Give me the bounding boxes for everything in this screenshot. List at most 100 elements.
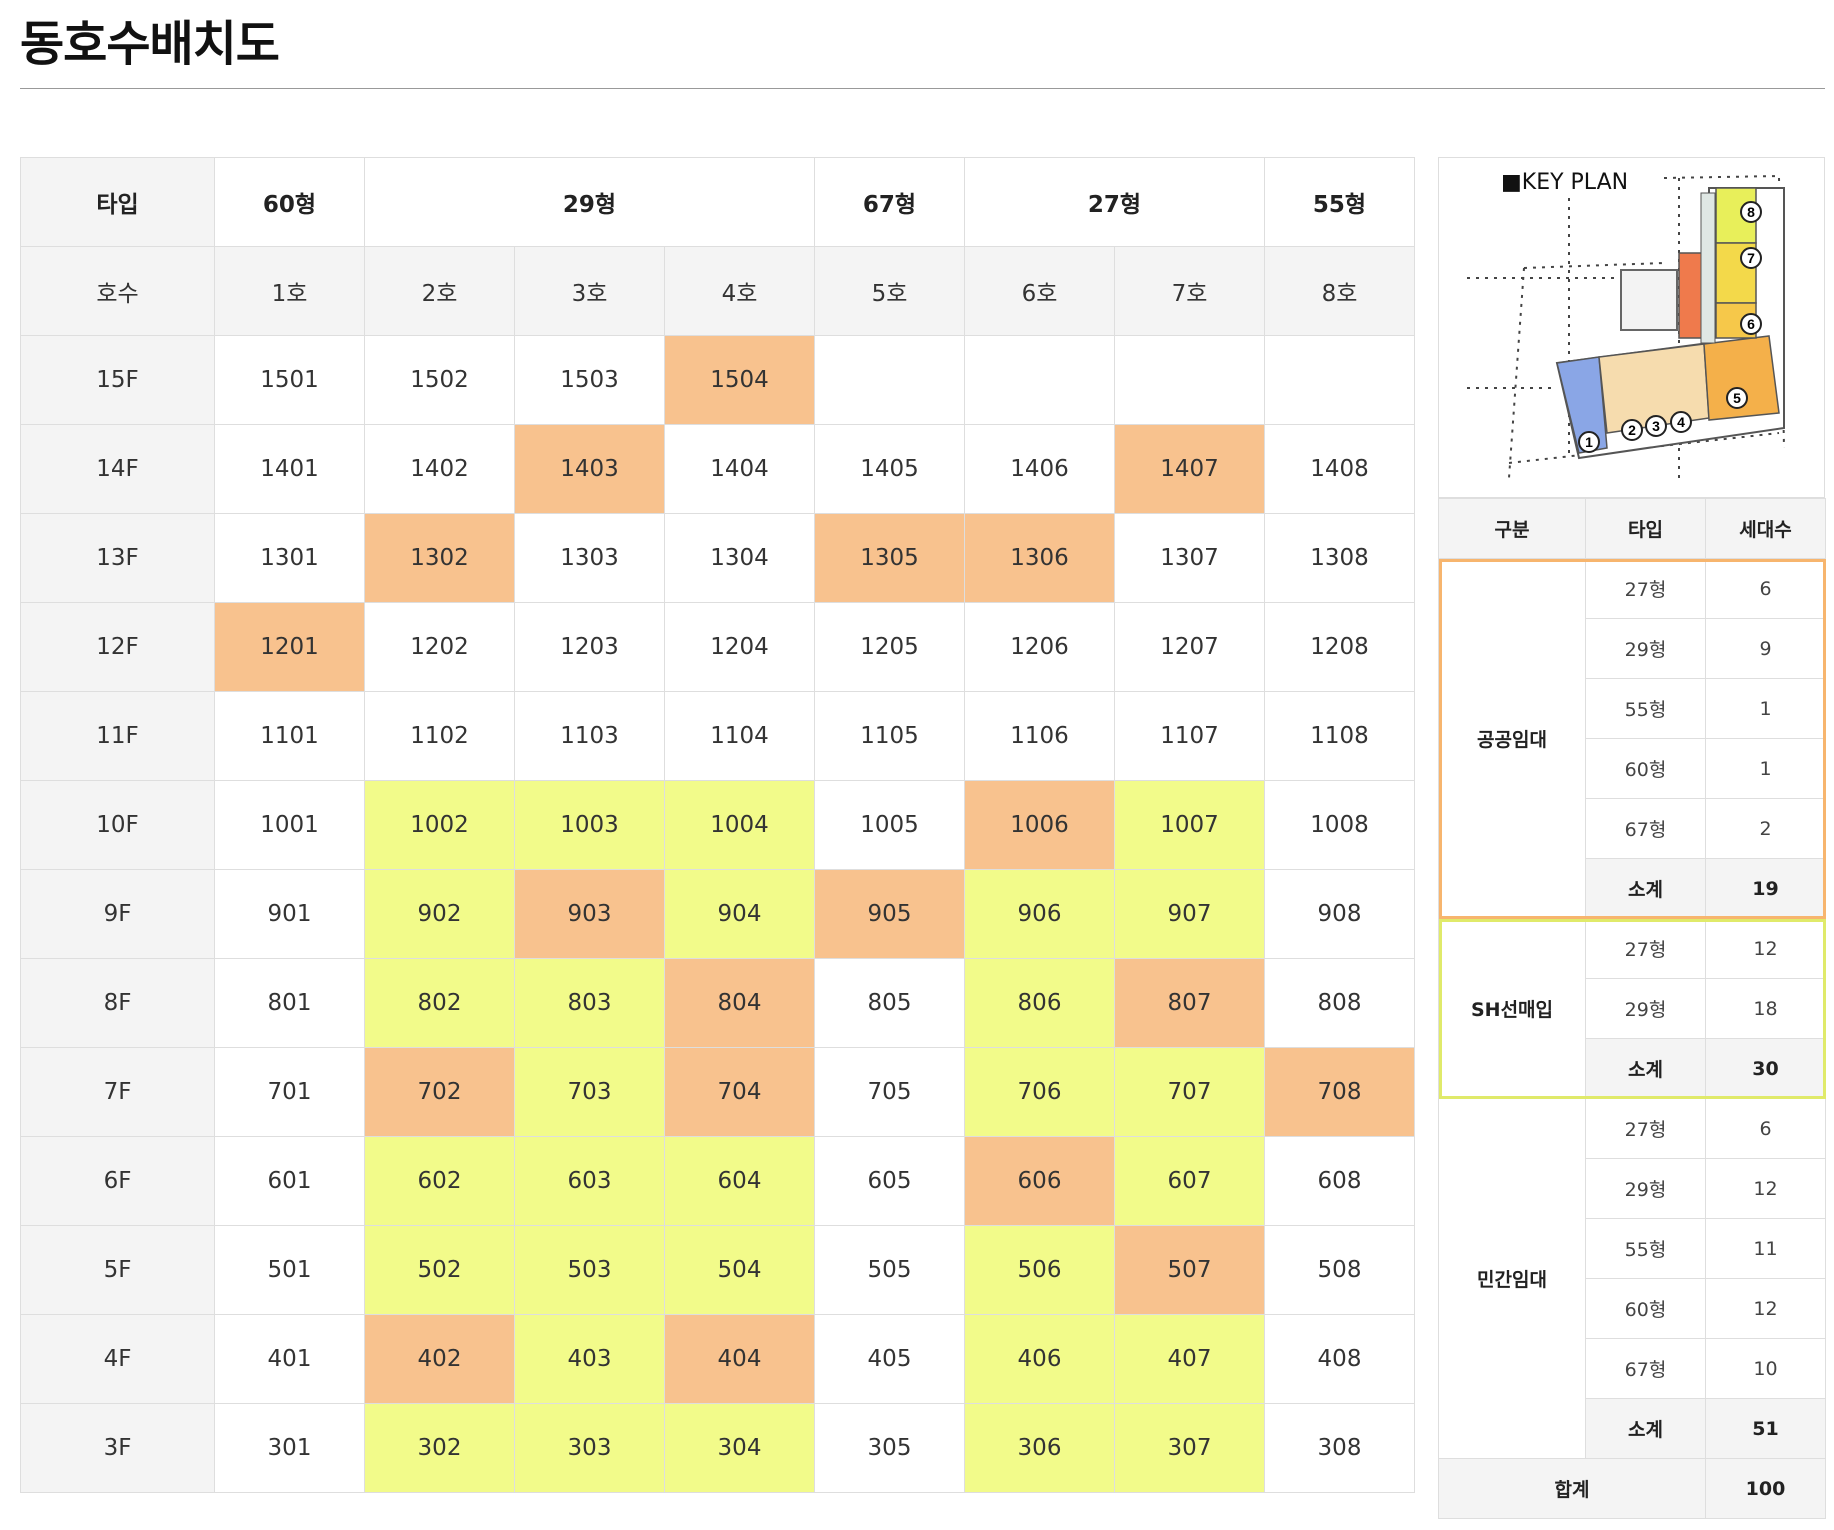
unit-cell: 1501 [214,335,365,425]
unit-cell [814,335,965,425]
unit-cell: 1001 [214,780,365,870]
summary-total-row: 합계 100 [1438,1458,1826,1519]
unit-cell: 1405 [814,424,965,514]
unit-header-row: 호수 1호 2호 3호 4호 5호 6호 7호 8호 [20,246,1415,336]
unit-cell: 1008 [1264,780,1415,870]
summary-count: 2 [1705,798,1826,859]
unit-cell: 506 [964,1225,1115,1315]
floor-label: 5F [20,1225,215,1315]
unit-cell: 1202 [364,602,515,692]
key-plan: 1 2 3 4 5 6 7 8 ■KEY PLAN [1438,157,1825,498]
unit-header: 5호 [814,246,965,336]
subtotal-value: 30 [1705,1038,1826,1099]
unit-cell: 708 [1264,1047,1415,1137]
unit-cell: 1003 [514,780,665,870]
unit-cell: 703 [514,1047,665,1137]
marker-5: 5 [1733,390,1741,406]
subtotal-label: 소계 [1585,1398,1706,1459]
summary-row: 55형 1 [1439,678,1826,739]
unit-cell: 303 [514,1403,665,1493]
unit-cell: 1204 [664,602,815,692]
floor-label: 9F [20,869,215,959]
side-panel: 1 2 3 4 5 6 7 8 ■KEY PLAN 구분 [1438,157,1826,1519]
summary-type: 27형 [1585,1098,1706,1159]
unit-cell: 1301 [214,513,365,603]
unit-cell: 607 [1114,1136,1265,1226]
summary-group-label: SH선매입 [1438,918,1586,1099]
unit-cell: 1102 [364,691,515,781]
floor-row: 13F 1301 1302 1303 1304 1305 1306 1307 1308 [20,513,1415,603]
unit-cell: 501 [214,1225,365,1315]
marker-2: 2 [1628,422,1636,438]
summary-type: 60형 [1585,1278,1706,1339]
unit-cell: 901 [214,869,365,959]
type-header-67: 67형 [814,157,965,247]
page-title: 동호수배치도 [20,16,280,72]
type-header-27: 27형 [964,157,1265,247]
floor-row: 8F 801 802 803 804 805 806 807 808 [20,958,1415,1048]
summary-subtotal-row: 소계 30 [1439,1038,1826,1099]
unit-cell: 307 [1114,1403,1265,1493]
type-header-row: 타입 60형 29형 67형 27형 55형 [20,157,1415,247]
floor-label: 3F [20,1403,215,1493]
floor-row: 4F 401 402 403 404 405 406 407 408 [20,1314,1415,1404]
unit-cell: 507 [1114,1225,1265,1315]
unit-cell: 808 [1264,958,1415,1048]
unit-cell: 301 [214,1403,365,1493]
summary-header-row: 구분 타입 세대수 [1438,498,1826,559]
unit-cell: 401 [214,1314,365,1404]
unit-cell: 1201 [214,602,365,692]
unit-cell: 903 [514,869,665,959]
unit-cell: 408 [1264,1314,1415,1404]
floor-label: 4F [20,1314,215,1404]
summary-row: 60형 1 [1439,738,1826,799]
unit-cell: 1305 [814,513,965,603]
unit-cell: 705 [814,1047,965,1137]
total-value: 100 [1705,1458,1826,1519]
unit-cell: 704 [664,1047,815,1137]
floor-row: 5F 501 502 503 504 505 506 507 508 [20,1225,1415,1315]
unit-layout-table: 타입 60형 29형 67형 27형 55형 호수 1호 2호 3호 4호 5호… [20,157,1415,1493]
summary-count: 6 [1705,1098,1826,1159]
unit-cell: 306 [964,1403,1115,1493]
floor-label: 15F [20,335,215,425]
unit-cell: 1104 [664,691,815,781]
floor-row: 3F 301 302 303 304 305 306 307 308 [20,1403,1415,1493]
summary-row: 67형 2 [1439,798,1826,859]
summary-row: 55형 11 [1439,1218,1826,1279]
unit-cell: 1306 [964,513,1115,603]
summary-header: 세대수 [1705,498,1826,559]
unit-cell: 602 [364,1136,515,1226]
unit-cell: 906 [964,869,1115,959]
unit-cell: 706 [964,1047,1115,1137]
summary-count: 12 [1705,918,1826,979]
floor-row: 11F 1101 1102 1103 1104 1105 1106 1107 1108 [20,691,1415,781]
unit-cell: 608 [1264,1136,1415,1226]
summary-type: 29형 [1585,1158,1706,1219]
summary-row: 공공임대 27형 6 [1438,558,1826,919]
summary-group-label: 민간임대 [1438,1098,1586,1459]
unit-cell: 1302 [364,513,515,603]
unit-cell: 601 [214,1136,365,1226]
unit-cell: 802 [364,958,515,1048]
summary-subtotal-row: 소계 19 [1439,858,1826,919]
subtotal-label: 소계 [1585,858,1706,919]
unit-cell: 1203 [514,602,665,692]
unit-header: 2호 [364,246,515,336]
unit-cell: 305 [814,1403,965,1493]
unit-header: 1호 [214,246,365,336]
unit-cell: 1103 [514,691,665,781]
summary-type: 55형 [1585,1218,1706,1279]
summary-type: 27형 [1585,558,1706,619]
unit-cell: 1106 [964,691,1115,781]
floor-label: 10F [20,780,215,870]
unit-cell: 1006 [964,780,1115,870]
summary-header: 구분 [1438,498,1586,559]
unit-cell: 905 [814,869,965,959]
unit-cell: 403 [514,1314,665,1404]
unit-cell: 1404 [664,424,815,514]
summary-row: 60형 12 [1439,1278,1826,1339]
summary-type: 67형 [1585,798,1706,859]
marker-4: 4 [1677,414,1685,430]
floor-row: 14F 1401 1402 1403 1404 1405 1406 1407 1408 [20,424,1415,514]
